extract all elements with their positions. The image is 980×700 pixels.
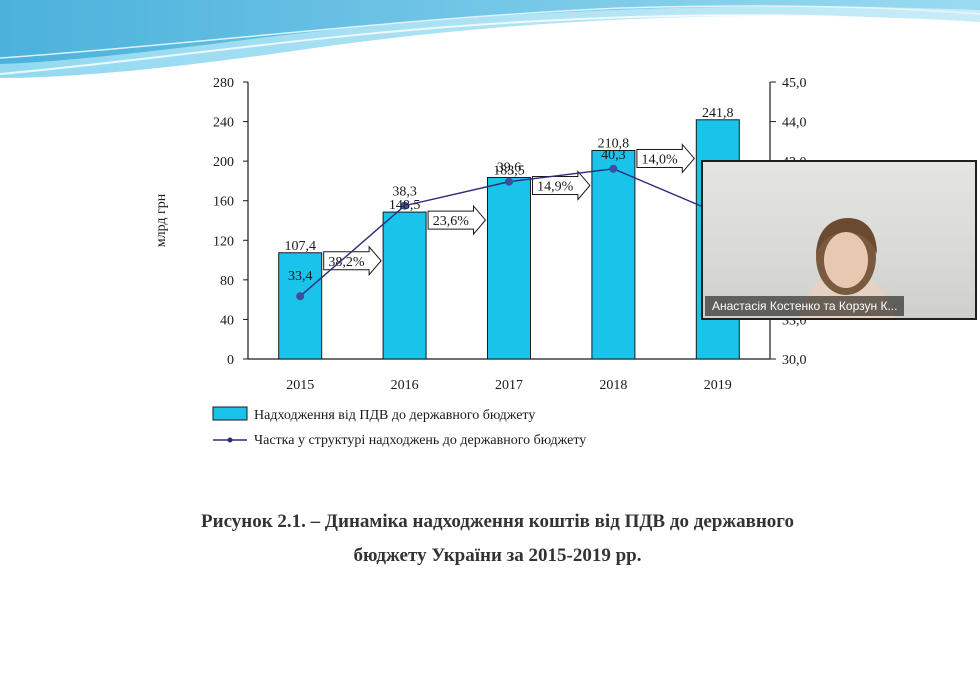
growth-arrow-label: 23,6% bbox=[433, 214, 470, 229]
bar-2018 bbox=[591, 149, 636, 360]
y-axis-label: млрд грн bbox=[154, 193, 169, 247]
share-point-2018 bbox=[609, 164, 618, 173]
header-wave-dark bbox=[0, 0, 980, 64]
y-tick-label: 240 bbox=[213, 116, 234, 131]
share-value-label: 38,3 bbox=[392, 185, 417, 200]
share-point-2016 bbox=[400, 201, 409, 210]
legend-line-label: Частка у структурі надходжень до державн… bbox=[254, 433, 586, 448]
caption-line-1: Рисунок 2.1. – Динаміка надходження кошт… bbox=[201, 511, 794, 532]
y-tick-label: 120 bbox=[213, 234, 234, 249]
bar-2015 bbox=[278, 252, 323, 360]
x-tick-label: 2019 bbox=[704, 378, 732, 393]
share-point-2015 bbox=[296, 292, 305, 301]
x-tick-label: 2018 bbox=[599, 378, 627, 393]
y2-tick-label: 30,0 bbox=[782, 353, 807, 368]
header-wave-line bbox=[0, 14, 980, 75]
legend-line-marker bbox=[227, 437, 233, 443]
x-tick-label: 2015 bbox=[286, 378, 314, 393]
header-wave-line-2 bbox=[0, 5, 980, 59]
growth-arrow bbox=[532, 170, 591, 201]
share-point-2017 bbox=[505, 177, 513, 186]
x-tick-label: 2016 bbox=[391, 378, 419, 393]
caption-line-2: бюджету України за 2015-2019 рр. bbox=[353, 545, 642, 566]
figure-caption: Рисунок 2.1. – Динаміка надходження кошт… bbox=[125, 505, 870, 573]
growth-arrow-label: 14,9% bbox=[537, 179, 574, 194]
bar-value-label: 241,8 bbox=[702, 106, 734, 121]
share-value-label: 33,4 bbox=[288, 269, 313, 284]
bar-value-label: 210,8 bbox=[598, 136, 630, 151]
bar-value-label: 148,5 bbox=[389, 198, 421, 213]
legend-bar-label: Надходження від ПДВ до державного бюджет… bbox=[254, 408, 535, 423]
share-value-label: 40,3 bbox=[601, 148, 626, 163]
y-tick-label: 40 bbox=[220, 313, 234, 328]
legend-bar-swatch bbox=[212, 406, 248, 421]
y-tick-label: 200 bbox=[213, 155, 234, 170]
growth-arrow-label: 14,0% bbox=[642, 152, 679, 167]
bar-2016 bbox=[382, 211, 427, 360]
participant-silhouette bbox=[799, 218, 895, 318]
bar-value-label: 183,5 bbox=[493, 163, 525, 178]
y-tick-label: 80 bbox=[220, 274, 234, 289]
y2-tick-label: 44,0 bbox=[782, 116, 807, 131]
bar-2017 bbox=[487, 176, 531, 360]
y2-tick-label: 45,0 bbox=[782, 76, 807, 91]
growth-arrow bbox=[427, 204, 487, 236]
y-tick-label: 0 bbox=[227, 353, 234, 368]
participant-video-tile[interactable]: Анастасія Костенко та Корзун К... bbox=[701, 160, 977, 320]
bar-value-label: 107,4 bbox=[284, 239, 316, 254]
growth-arrow-label: 38,2% bbox=[328, 255, 365, 270]
participant-name-label: Анастасія Костенко та Корзун К... bbox=[705, 296, 905, 316]
growth-arrow bbox=[636, 143, 695, 174]
y-tick-label: 280 bbox=[213, 76, 234, 91]
x-tick-label: 2017 bbox=[495, 378, 523, 393]
share-value-label: 39,6 bbox=[497, 161, 522, 176]
y-tick-label: 160 bbox=[213, 195, 234, 210]
